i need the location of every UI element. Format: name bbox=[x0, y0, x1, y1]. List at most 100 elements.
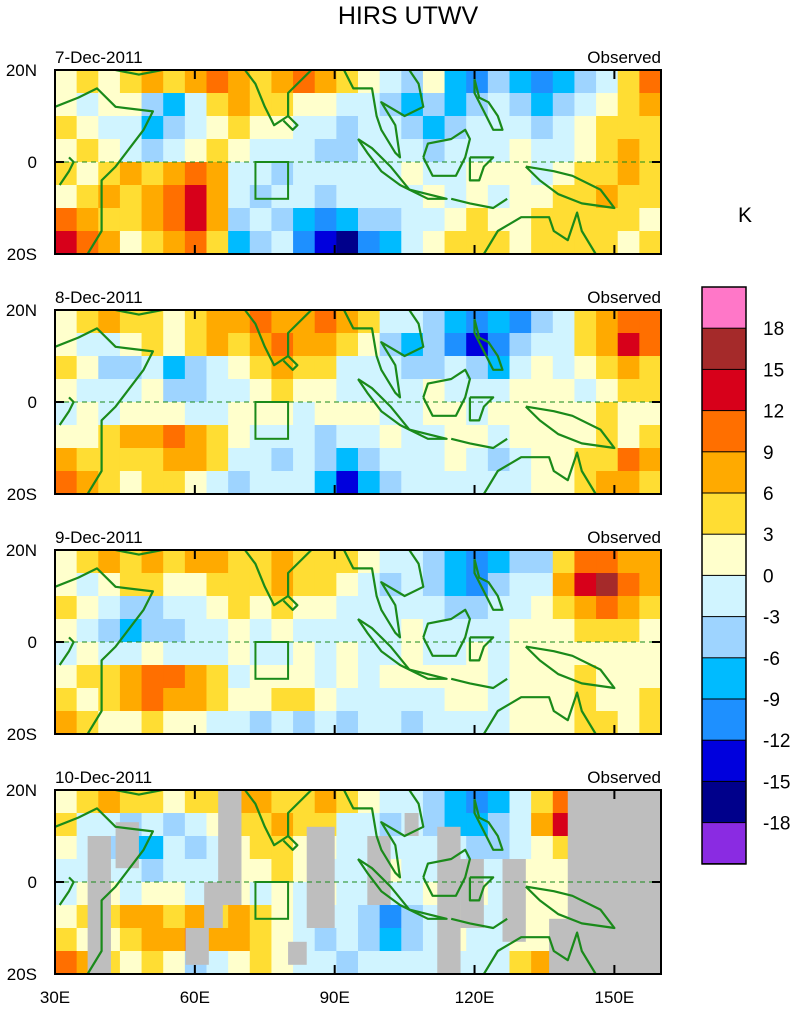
heatmap-cell bbox=[379, 139, 402, 163]
heatmap-cell bbox=[98, 356, 121, 380]
heatmap-cell bbox=[401, 139, 424, 163]
heatmap-cell bbox=[184, 139, 208, 163]
heatmap-cell bbox=[444, 471, 467, 494]
colorbar-frame bbox=[701, 286, 747, 865]
heatmap-cell bbox=[76, 790, 99, 814]
heatmap-cell bbox=[336, 185, 359, 209]
heatmap-cell bbox=[509, 471, 532, 494]
coastline bbox=[482, 451, 597, 494]
heatmap-cell bbox=[552, 448, 576, 472]
coastline bbox=[115, 310, 165, 316]
heatmap-cell bbox=[466, 116, 489, 140]
heatmap-cell bbox=[617, 208, 640, 232]
coastline bbox=[55, 327, 154, 494]
heatmap-cell bbox=[639, 185, 661, 209]
heatmap-cell bbox=[314, 208, 337, 232]
heatmap-cell bbox=[206, 356, 229, 380]
heatmap-cell bbox=[55, 333, 78, 357]
heatmap-cell bbox=[336, 905, 359, 929]
heatmap-cell bbox=[422, 550, 446, 574]
heatmap-cell bbox=[358, 790, 381, 814]
heatmap-cell bbox=[531, 596, 554, 620]
heatmap-cell bbox=[119, 70, 143, 94]
heatmap-cell bbox=[249, 425, 273, 449]
heatmap-cell bbox=[444, 310, 467, 334]
heatmap-cell bbox=[314, 402, 337, 426]
heatmap-cell bbox=[358, 185, 381, 209]
heatmap-cell bbox=[184, 711, 208, 734]
heatmap-cell bbox=[336, 93, 359, 117]
coastline bbox=[58, 396, 75, 426]
heatmap-cell bbox=[379, 905, 402, 929]
heatmap-cell bbox=[119, 471, 143, 494]
heatmap-cell bbox=[466, 208, 489, 232]
heatmap-cell bbox=[314, 379, 337, 403]
heatmap-cell bbox=[358, 162, 381, 186]
heatmap-cell bbox=[574, 550, 597, 574]
heatmap-cell bbox=[271, 859, 294, 883]
heatmap-cell bbox=[639, 448, 661, 472]
heatmap-cell bbox=[509, 333, 532, 357]
heatmap-cell bbox=[271, 402, 294, 426]
heatmap-cell bbox=[184, 93, 208, 117]
heatmap-cell bbox=[358, 642, 381, 666]
coastline bbox=[55, 567, 154, 734]
heatmap-cell bbox=[119, 185, 143, 209]
heatmap-cell bbox=[119, 688, 143, 712]
heatmap-cell bbox=[141, 790, 164, 814]
heatmap-cell bbox=[76, 471, 99, 494]
heatmap-cell bbox=[401, 402, 424, 426]
heatmap-cell bbox=[98, 448, 121, 472]
colorbar-swatch bbox=[701, 698, 747, 742]
heatmap-cell bbox=[509, 208, 532, 232]
heatmap-cell bbox=[206, 402, 229, 426]
heatmap-cell bbox=[531, 619, 554, 643]
heatmap-cell bbox=[271, 162, 294, 186]
heatmap-cell bbox=[184, 905, 208, 929]
heatmap-cell bbox=[141, 471, 164, 494]
heatmap-cell bbox=[444, 231, 467, 254]
heatmap-cell bbox=[163, 905, 186, 929]
heatmap-cell bbox=[163, 619, 186, 643]
heatmap-cell bbox=[119, 619, 143, 643]
heatmap-cell bbox=[401, 162, 424, 186]
heatmap-cell bbox=[314, 310, 337, 334]
heatmap-cell bbox=[184, 231, 208, 254]
heatmap-cell bbox=[55, 905, 78, 929]
heatmap-cell bbox=[98, 711, 121, 734]
heatmap-cell bbox=[119, 208, 143, 232]
heatmap-cell bbox=[314, 711, 337, 734]
coastline bbox=[468, 636, 495, 662]
heatmap-cell bbox=[98, 333, 121, 357]
y-tick-label: 0 bbox=[28, 633, 37, 652]
heatmap-cell bbox=[552, 471, 576, 494]
heatmap-cell bbox=[596, 642, 619, 666]
heatmap-cell bbox=[466, 70, 489, 94]
heatmap-cell bbox=[184, 356, 208, 380]
y-tick-label: 20S bbox=[7, 725, 37, 744]
coastline bbox=[115, 790, 165, 796]
x-tick-label: 150E bbox=[595, 988, 635, 1007]
heatmap-cell bbox=[401, 596, 424, 620]
coastline bbox=[408, 428, 448, 440]
heatmap-cell bbox=[444, 208, 467, 232]
heatmap-cell bbox=[336, 711, 359, 734]
heatmap-cell bbox=[141, 688, 164, 712]
heatmap-cell bbox=[228, 905, 251, 929]
heatmap-cell bbox=[487, 550, 511, 574]
missing-data-region bbox=[306, 826, 335, 928]
heatmap-cell bbox=[163, 836, 186, 860]
heatmap-cell bbox=[379, 790, 402, 814]
heatmap-cell bbox=[249, 596, 273, 620]
heatmap-cell bbox=[617, 642, 640, 666]
heatmap-cell bbox=[401, 642, 424, 666]
heatmap-cell bbox=[119, 951, 143, 974]
panel-source-label: Observed bbox=[587, 288, 661, 307]
heatmap-cell bbox=[228, 642, 251, 666]
heatmap-cell bbox=[271, 356, 294, 380]
heatmap-cell bbox=[206, 573, 229, 597]
missing-data-region bbox=[437, 826, 461, 974]
panel-plot-area bbox=[55, 790, 661, 974]
analysis-box bbox=[254, 161, 290, 200]
heatmap-cell bbox=[228, 711, 251, 734]
